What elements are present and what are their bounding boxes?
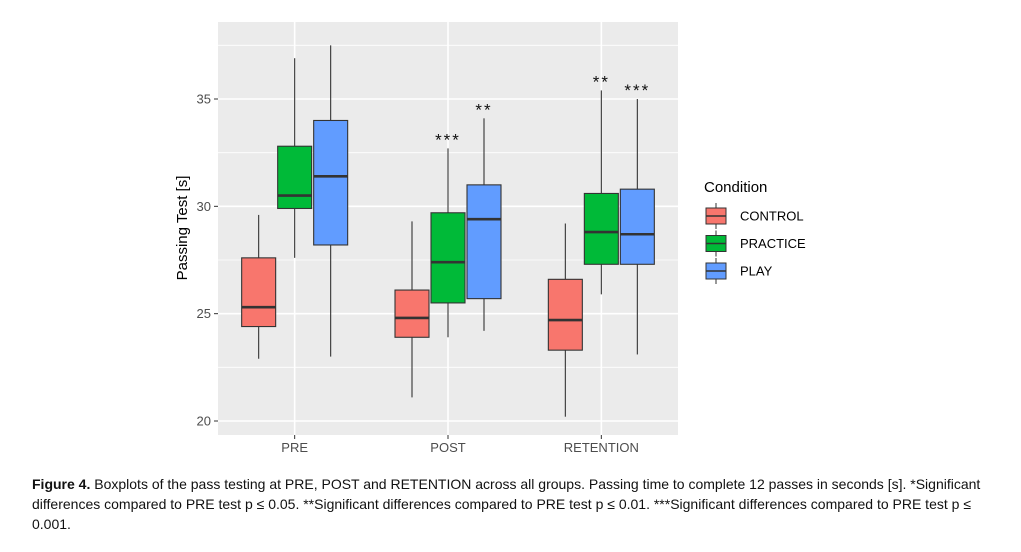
- box-iqr: [313, 119, 349, 246]
- box-iqr: [583, 192, 619, 265]
- box-control-pre: [241, 214, 277, 359]
- x-tick-label: RETENTION: [564, 440, 639, 455]
- box-practice-pre: [277, 58, 313, 258]
- legend-label: CONTROL: [740, 209, 804, 224]
- box-control-post: [394, 221, 430, 398]
- box-control-retention: [547, 223, 583, 417]
- significance-marker: ***: [435, 130, 461, 149]
- legend-item-practice: PRACTICE: [705, 230, 806, 257]
- legend-item-control: CONTROL: [705, 203, 804, 229]
- caption-text: Boxplots of the pass testing at PRE, POS…: [32, 476, 981, 532]
- box-play-post: [466, 118, 502, 331]
- y-tick-label: 20: [197, 414, 211, 429]
- significance-marker: **: [593, 72, 610, 91]
- box-iqr: [619, 188, 655, 265]
- box-iqr: [277, 145, 313, 210]
- y-axis-label: Passing Test [s]: [174, 176, 191, 281]
- legend-label: PLAY: [740, 264, 773, 279]
- legend-label: PRACTICE: [740, 236, 806, 251]
- x-tick-label: POST: [430, 440, 465, 455]
- legend-title: Condition: [704, 179, 767, 196]
- y-tick-label: 30: [197, 199, 211, 214]
- box-iqr: [466, 184, 502, 300]
- caption-label: Figure 4.: [32, 476, 91, 492]
- box-practice-retention: [583, 90, 619, 295]
- box-iqr: [547, 278, 583, 351]
- legend-item-play: PLAY: [705, 258, 773, 284]
- y-tick-label: 25: [197, 306, 211, 321]
- legend: Condition CONTROL PRACTICE PLAY: [704, 179, 806, 284]
- box-iqr: [394, 289, 430, 338]
- x-tick-label: PRE: [281, 440, 308, 455]
- box-play-retention: [619, 99, 655, 355]
- box-iqr: [430, 212, 466, 304]
- significance-marker: ***: [624, 81, 650, 100]
- figure-caption: Figure 4. Boxplots of the pass testing a…: [32, 474, 982, 534]
- y-tick-label: 35: [197, 92, 211, 107]
- box-practice-post: [430, 148, 466, 338]
- box-play-pre: [313, 45, 349, 357]
- significance-marker: **: [475, 100, 492, 119]
- box-iqr: [241, 257, 277, 328]
